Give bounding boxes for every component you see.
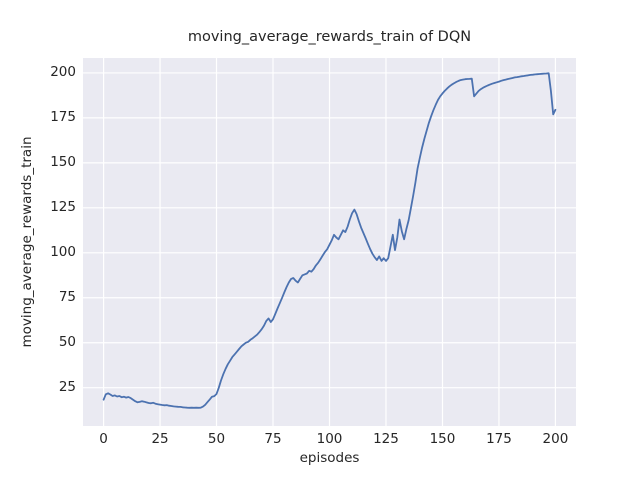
data-line bbox=[102, 72, 557, 409]
chart-title: moving_average_rewards_train of DQN bbox=[187, 29, 472, 45]
x-tick-label: 125 bbox=[373, 431, 399, 447]
x-axis-label: episodes bbox=[299, 450, 360, 466]
x-tick-label: 75 bbox=[264, 431, 282, 447]
y-tick-label: 100 bbox=[50, 243, 76, 260]
y-tick-label: 200 bbox=[50, 63, 76, 80]
y-tick-label: 75 bbox=[58, 288, 76, 305]
y-tick-label: 25 bbox=[58, 378, 76, 395]
x-tick-label: 150 bbox=[429, 431, 456, 447]
x-tick-label: 175 bbox=[486, 431, 512, 447]
x-tick-label: 0 bbox=[99, 431, 108, 447]
x-tick-label: 100 bbox=[316, 431, 343, 447]
y-tick-label: 125 bbox=[50, 198, 76, 215]
x-tick-label: 200 bbox=[542, 431, 569, 447]
y-tick-label: 150 bbox=[50, 153, 76, 170]
x-tick-label: 25 bbox=[151, 431, 169, 447]
x-tick-label: 50 bbox=[207, 431, 226, 447]
y-tick-label: 50 bbox=[58, 333, 76, 350]
y-tick-label: 175 bbox=[50, 108, 76, 125]
